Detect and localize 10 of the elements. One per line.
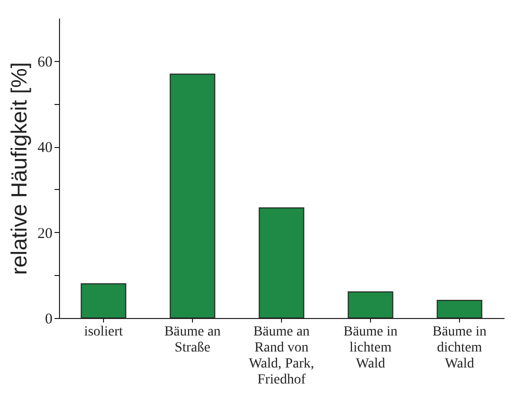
x-tick-label: Bäume an Straße xyxy=(164,324,221,356)
y-tick-label: 20 xyxy=(38,226,52,242)
y-tick-label: 60 xyxy=(38,54,52,70)
y-tick-label: 40 xyxy=(38,140,52,156)
x-tick-label: Bäume in lichtem Wald xyxy=(343,324,398,372)
x-tick-label: Bäume in dichtem Wald xyxy=(432,324,487,372)
x-tick-label: isoliert xyxy=(84,324,124,340)
x-tick-label: Bäume an Rand von Wald, Park, Friedhof xyxy=(248,324,314,388)
y-axis-title: relative Häufigkeit [%] xyxy=(6,62,32,275)
y-tick-label: 0 xyxy=(45,312,52,328)
